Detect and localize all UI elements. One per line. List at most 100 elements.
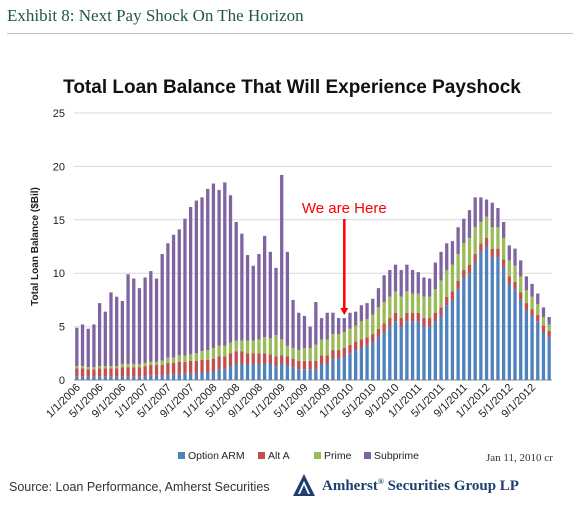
bar-segment (433, 262, 437, 290)
bar-segment (234, 221, 238, 341)
bar-segment (428, 278, 432, 297)
y-tick-label: 0 (59, 375, 65, 387)
bar-segment (297, 350, 301, 361)
bar-segment (399, 318, 403, 327)
bar-segment (80, 366, 85, 369)
annotation-label: We are Here (302, 200, 387, 217)
bar-segment (450, 241, 455, 265)
bar-segment (354, 325, 358, 342)
bar-segment (285, 345, 290, 357)
bar-segment (513, 281, 517, 290)
bar-segment (171, 362, 176, 375)
bar-segment (308, 347, 312, 361)
bar-segment (217, 345, 221, 357)
bar-segment (507, 283, 511, 380)
bar-segment (291, 299, 295, 348)
bar-segment (120, 300, 125, 364)
bar-segment (149, 271, 153, 362)
bar-segment (314, 360, 318, 370)
bar-segment (274, 356, 278, 367)
bar-segment (348, 353, 352, 380)
bar-segment (211, 371, 216, 380)
bar-segment (240, 363, 244, 380)
bar-segment (80, 376, 85, 380)
bar-segment (479, 251, 483, 380)
bar-segment (308, 360, 312, 370)
bar-segment (456, 289, 460, 380)
bar-segment (536, 314, 540, 322)
bar-segment (160, 375, 164, 380)
amherst-logo-icon (293, 474, 315, 496)
bar-segment (399, 326, 403, 380)
bar-segment (433, 289, 437, 313)
bar-segment (109, 292, 113, 367)
bar-segment (456, 253, 460, 281)
bar-segment (416, 293, 420, 313)
bar-segment (92, 324, 96, 368)
legend-swatch (314, 452, 321, 459)
bar-segment (359, 339, 364, 348)
bar-segment (103, 368, 107, 377)
bar-segment (342, 347, 346, 357)
bar-segment (154, 361, 159, 366)
bar-segment (325, 339, 329, 356)
legend-swatch (258, 452, 265, 459)
bar-segment (228, 342, 233, 354)
bar-segment (376, 328, 381, 338)
bar-segment (314, 302, 318, 345)
bar-segment (103, 311, 107, 367)
bar-segment (530, 283, 534, 297)
bar-segment (132, 363, 136, 368)
bar-segment (371, 342, 375, 380)
bar-segment (268, 338, 272, 355)
bar-segment (484, 199, 489, 217)
bar-segment (160, 253, 164, 361)
bar-segment (223, 182, 227, 346)
bar-segment (189, 373, 193, 380)
bar-segment (484, 237, 489, 247)
bar-segment (285, 251, 290, 346)
legend-swatch (364, 452, 371, 459)
bar-segment (319, 318, 324, 340)
legend-label: Prime (324, 450, 352, 462)
bar-segment (280, 174, 284, 340)
bar-segment (223, 369, 227, 380)
bar-segment (166, 357, 170, 363)
bar-segment (291, 347, 295, 359)
bar-segment (177, 229, 181, 356)
bar-segment (149, 365, 153, 376)
bar-segment (428, 326, 432, 380)
bar-segment (75, 366, 79, 369)
bar-segment (143, 277, 147, 363)
bar-segment (86, 367, 90, 370)
bar-segment (268, 354, 272, 364)
bar-segment (331, 334, 335, 351)
bar-segment (422, 318, 426, 327)
bar-segment (257, 363, 261, 380)
bar-segment (92, 367, 96, 370)
bar-segment (126, 274, 130, 364)
bar-segment (291, 367, 295, 380)
bar-segment (359, 321, 364, 340)
annotation-arrow-head (340, 308, 349, 316)
bar-segment (143, 376, 147, 380)
bar-segment (319, 363, 324, 380)
bar-segment (92, 376, 96, 380)
bar-segment (154, 365, 159, 376)
y-tick-label: 5 (59, 322, 65, 334)
bar-segment (439, 315, 443, 380)
bar-segment (206, 372, 210, 380)
bar-segment (245, 340, 250, 354)
bar-segment (354, 341, 358, 351)
bar-segment (393, 312, 398, 322)
bar-segment (228, 195, 233, 343)
bar-segment (132, 376, 136, 380)
bar-segment (507, 245, 511, 261)
bar-segment (467, 237, 472, 265)
bar-segment (501, 237, 506, 260)
bar-segment (268, 251, 272, 339)
bar-segment (234, 340, 238, 352)
bar-segment (445, 305, 449, 380)
bar-segment (507, 276, 511, 284)
bar-segment (342, 356, 346, 380)
